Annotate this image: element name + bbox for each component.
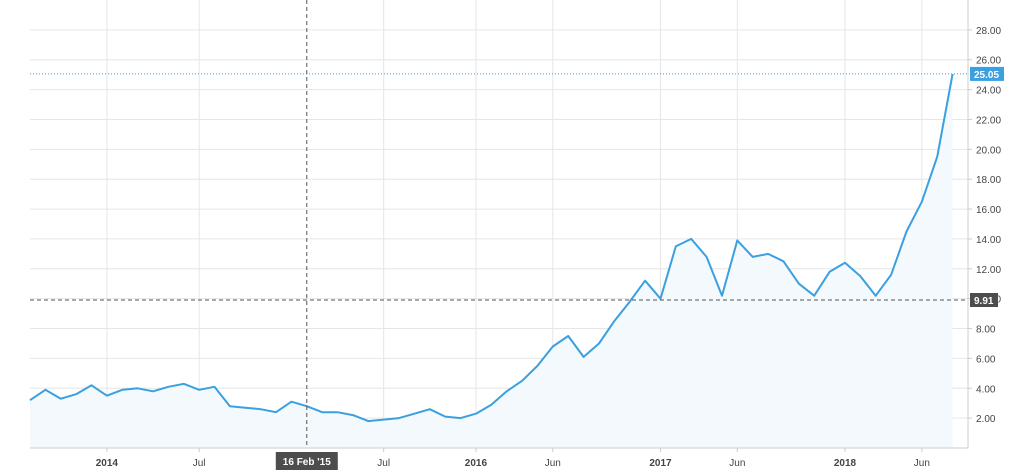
crosshair-layer [30,0,968,448]
x-tick-label: Jul [193,458,206,469]
x-tick-label: Jul [377,458,390,469]
last-value-badge [970,66,1004,81]
crosshair-y-label: 9.91 [974,296,994,307]
x-tick-label: 2016 [465,458,488,469]
x-axis: 2014 Jul Jul 2016 Jun 2017 Jun 2018 Jun [30,447,968,469]
x-tick-label: 2014 [96,458,119,469]
area-layer [30,73,953,449]
y-tick-label: 26.00 [976,56,1001,67]
x-tick-label: Jun [914,458,930,469]
series-line[interactable] [29,73,954,423]
x-tick-label: 2017 [649,458,672,469]
crosshair-y-badge [970,293,998,308]
y-tick-label: 14.00 [976,235,1001,246]
y-tick-label: 20.00 [976,145,1001,156]
x-tick-label: Jun [545,458,561,469]
y-tick-label: 24.00 [976,86,1001,97]
y-tick-label: 18.00 [976,175,1001,186]
y-tick-label: 2.00 [976,414,996,425]
y-tick-label: 16.00 [976,205,1001,216]
x-tick-label: Jun [729,458,745,469]
last-value-label: 25.05 [974,70,999,81]
crosshair-x-badge [275,452,338,470]
y-tick-label: 6.00 [976,354,996,365]
y-tick-label: 28.00 [976,26,1001,37]
y-tick-label: 4.00 [976,384,996,395]
y-tick-label: 22.00 [976,115,1001,126]
crosshair-x-label: 16 Feb '15 [283,457,331,468]
x-tick-label: 2018 [834,458,857,469]
badge-layer: 25.05 9.91 16 Feb '15 [275,66,1004,470]
y-tick-label: 8.00 [976,325,996,336]
series-area [30,73,953,449]
y-tick-label: 12.00 [976,265,1001,276]
line-layer [29,73,954,423]
